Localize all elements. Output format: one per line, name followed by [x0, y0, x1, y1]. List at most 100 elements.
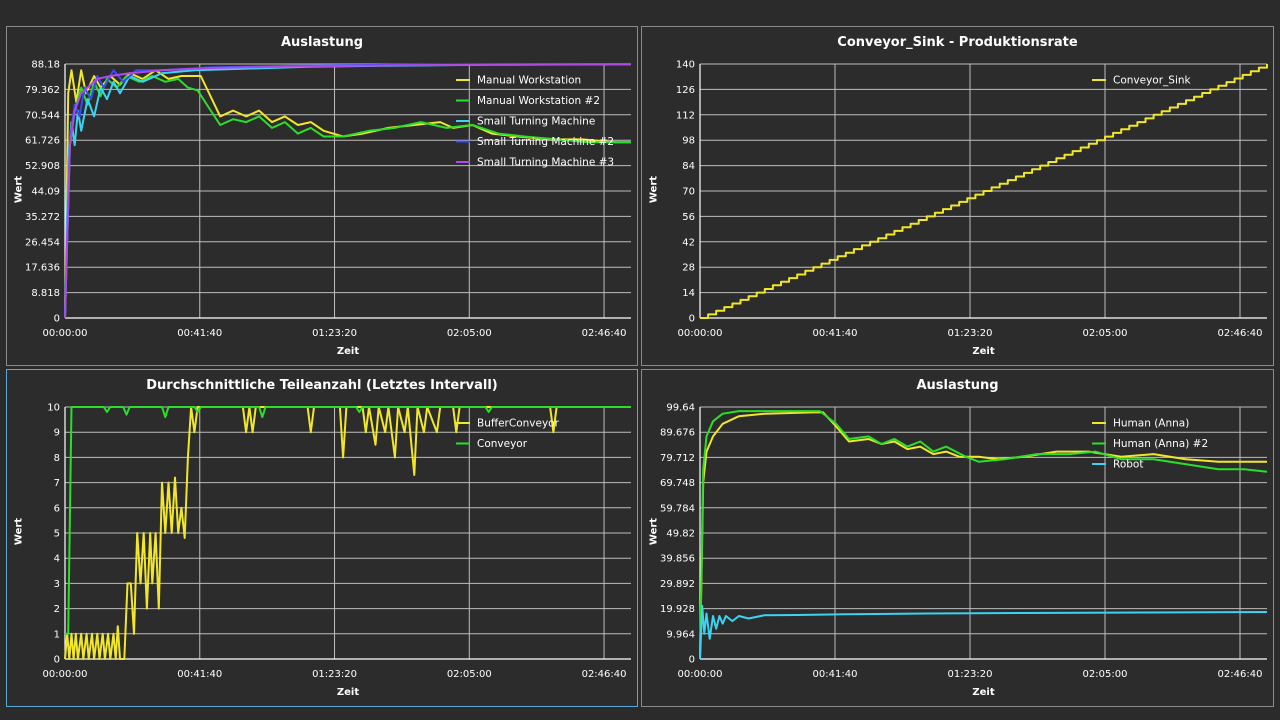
legend-label: Human (Anna) — [1113, 418, 1189, 430]
x-tick-label: 01:23:20 — [312, 669, 357, 680]
x-axis-label: Zeit — [336, 687, 360, 698]
y-axis-label: Wert — [13, 517, 25, 546]
y-tick-label: 14 — [682, 288, 695, 299]
x-tick-label: 02:05:00 — [447, 669, 492, 680]
x-axis-label: Zeit — [972, 687, 995, 698]
y-axis-label: Wert — [13, 175, 25, 204]
x-tick-label: 00:00:00 — [678, 669, 723, 680]
y-tick-label: 2 — [54, 604, 60, 615]
chart-panel-teileanzahl[interactable]: Durchschnittliche Teileanzahl (Letztes I… — [6, 369, 638, 707]
chart-svg[interactable]: 0 8.818 17.636 26.454 35.272 44.09 52.908 61.72… — [7, 27, 637, 365]
x-axis-label: Zeit — [336, 346, 360, 357]
legend-label: Small Turning Machine #3 — [477, 157, 614, 169]
series-line — [699, 411, 1267, 660]
y-tick-label: 9.964 — [666, 629, 695, 640]
y-tick-label: 52.908 — [25, 161, 60, 172]
y-tick-label: 69.748 — [660, 478, 695, 489]
y-tick-label: 70.544 — [25, 110, 60, 121]
y-tick-label: 61.726 — [25, 136, 60, 147]
chart-panel-produktionsrate: Conveyor_Sink - Produktionsrate 0 14 28 42 5… — [641, 26, 1274, 366]
series-line — [64, 75, 631, 319]
y-tick-label: 6 — [54, 503, 60, 514]
series-line — [64, 63, 632, 319]
y-tick-label: 126 — [676, 85, 695, 96]
y-tick-label: 29.892 — [660, 579, 695, 590]
x-tick-label: 00:41:40 — [813, 669, 858, 680]
x-axis-label: Zeit — [972, 346, 995, 357]
y-tick-label: 89.676 — [660, 428, 695, 439]
x-tick-label: 00:00:00 — [43, 328, 88, 339]
y-tick-label: 0 — [54, 655, 60, 666]
x-tick-label: 02:05:00 — [1083, 328, 1128, 339]
y-tick-label: 7 — [54, 478, 60, 489]
y-tick-label: 26.454 — [25, 237, 60, 248]
y-tick-label: 3 — [54, 579, 60, 590]
y-tick-label: 140 — [676, 60, 695, 71]
y-tick-label: 4 — [54, 554, 60, 565]
y-tick-label: 5 — [54, 529, 60, 540]
y-tick-label: 28 — [682, 263, 695, 274]
y-tick-label: 79.712 — [660, 453, 695, 464]
y-tick-label: 88.18 — [31, 60, 60, 71]
y-tick-label: 99.64 — [666, 403, 695, 414]
x-tick-label: 02:46:40 — [582, 328, 627, 339]
chart-title: Auslastung — [916, 378, 999, 393]
chart-title: Durchschnittliche Teileanzahl (Letztes I… — [146, 378, 498, 393]
x-tick-label: 01:23:20 — [312, 328, 357, 339]
chart-panel-auslastung-1: Auslastung 0 8.818 17.636 26.454 35.272 44.09… — [6, 26, 638, 366]
y-tick-label: 56 — [682, 212, 695, 223]
y-tick-label: 9 — [54, 428, 60, 439]
chart-svg[interactable]: 0 9.964 19.928 29.892 39.856 49.82 59.784 69.74… — [642, 370, 1273, 706]
legend-label: Small Turning Machine — [477, 116, 595, 128]
y-tick-label: 112 — [676, 110, 695, 121]
y-tick-label: 19.928 — [660, 604, 695, 615]
x-tick-label: 01:23:20 — [948, 328, 993, 339]
x-tick-label: 02:46:40 — [1218, 328, 1263, 339]
x-tick-label: 00:00:00 — [678, 328, 723, 339]
chart-panel-auslastung-2: Auslastung 0 9.964 19.928 29.892 39.856 49.82… — [641, 369, 1274, 707]
x-tick-label: 02:46:40 — [582, 669, 627, 680]
y-tick-label: 59.784 — [660, 503, 695, 514]
y-tick-label: 70 — [682, 187, 695, 198]
x-tick-label: 02:05:00 — [447, 328, 492, 339]
y-tick-label: 0 — [689, 655, 695, 666]
y-tick-label: 79.362 — [25, 85, 60, 96]
y-tick-label: 0 — [54, 314, 60, 325]
y-tick-label: 8.818 — [31, 288, 60, 299]
y-tick-label: 39.856 — [660, 554, 695, 565]
legend-label: Small Turning Machine #2 — [477, 136, 614, 148]
y-tick-label: 42 — [682, 237, 695, 248]
y-tick-label: 35.272 — [25, 212, 60, 223]
y-tick-label: 17.636 — [25, 263, 60, 274]
x-tick-label: 01:23:20 — [948, 669, 993, 680]
y-axis-label: Wert — [648, 175, 660, 204]
series-line — [699, 410, 1268, 660]
y-tick-label: 10 — [47, 403, 60, 414]
series-line — [64, 406, 631, 660]
x-tick-label: 00:41:40 — [813, 328, 858, 339]
y-tick-label: 84 — [682, 161, 695, 172]
chart-svg[interactable]: 0 1 2 3 4 5 6 7 8 9 10 00:00:00 00:41:40 01:23:20 02:0… — [7, 370, 637, 706]
y-tick-label: 98 — [682, 136, 695, 147]
legend-label: Manual Workstation #2 — [477, 95, 600, 107]
y-tick-label: 0 — [689, 314, 695, 325]
x-tick-label: 02:05:00 — [1083, 669, 1128, 680]
legend-label: Manual Workstation — [477, 75, 581, 87]
series-line — [700, 64, 1268, 319]
y-tick-label: 49.82 — [666, 529, 695, 540]
x-tick-label: 00:41:40 — [177, 669, 222, 680]
legend-label: Human (Anna) #2 — [1113, 438, 1208, 450]
x-tick-label: 02:46:40 — [1218, 669, 1263, 680]
legend-label: Conveyor — [477, 438, 528, 450]
chart-svg[interactable]: 0 14 28 42 56 70 84 98 112 126 140 00:00:00 00:41:40… — [642, 27, 1273, 365]
legend-label: BufferConveyor — [477, 418, 560, 430]
legend-label: Robot — [1113, 459, 1143, 471]
series-line — [64, 69, 631, 319]
legend-label: Conveyor_Sink — [1113, 75, 1192, 87]
x-tick-label: 00:41:40 — [177, 328, 222, 339]
y-tick-label: 1 — [54, 629, 60, 640]
y-tick-label: 8 — [54, 453, 60, 464]
series-line — [699, 604, 1268, 660]
x-tick-label: 00:00:00 — [43, 669, 88, 680]
y-axis-label: Wert — [648, 517, 660, 546]
